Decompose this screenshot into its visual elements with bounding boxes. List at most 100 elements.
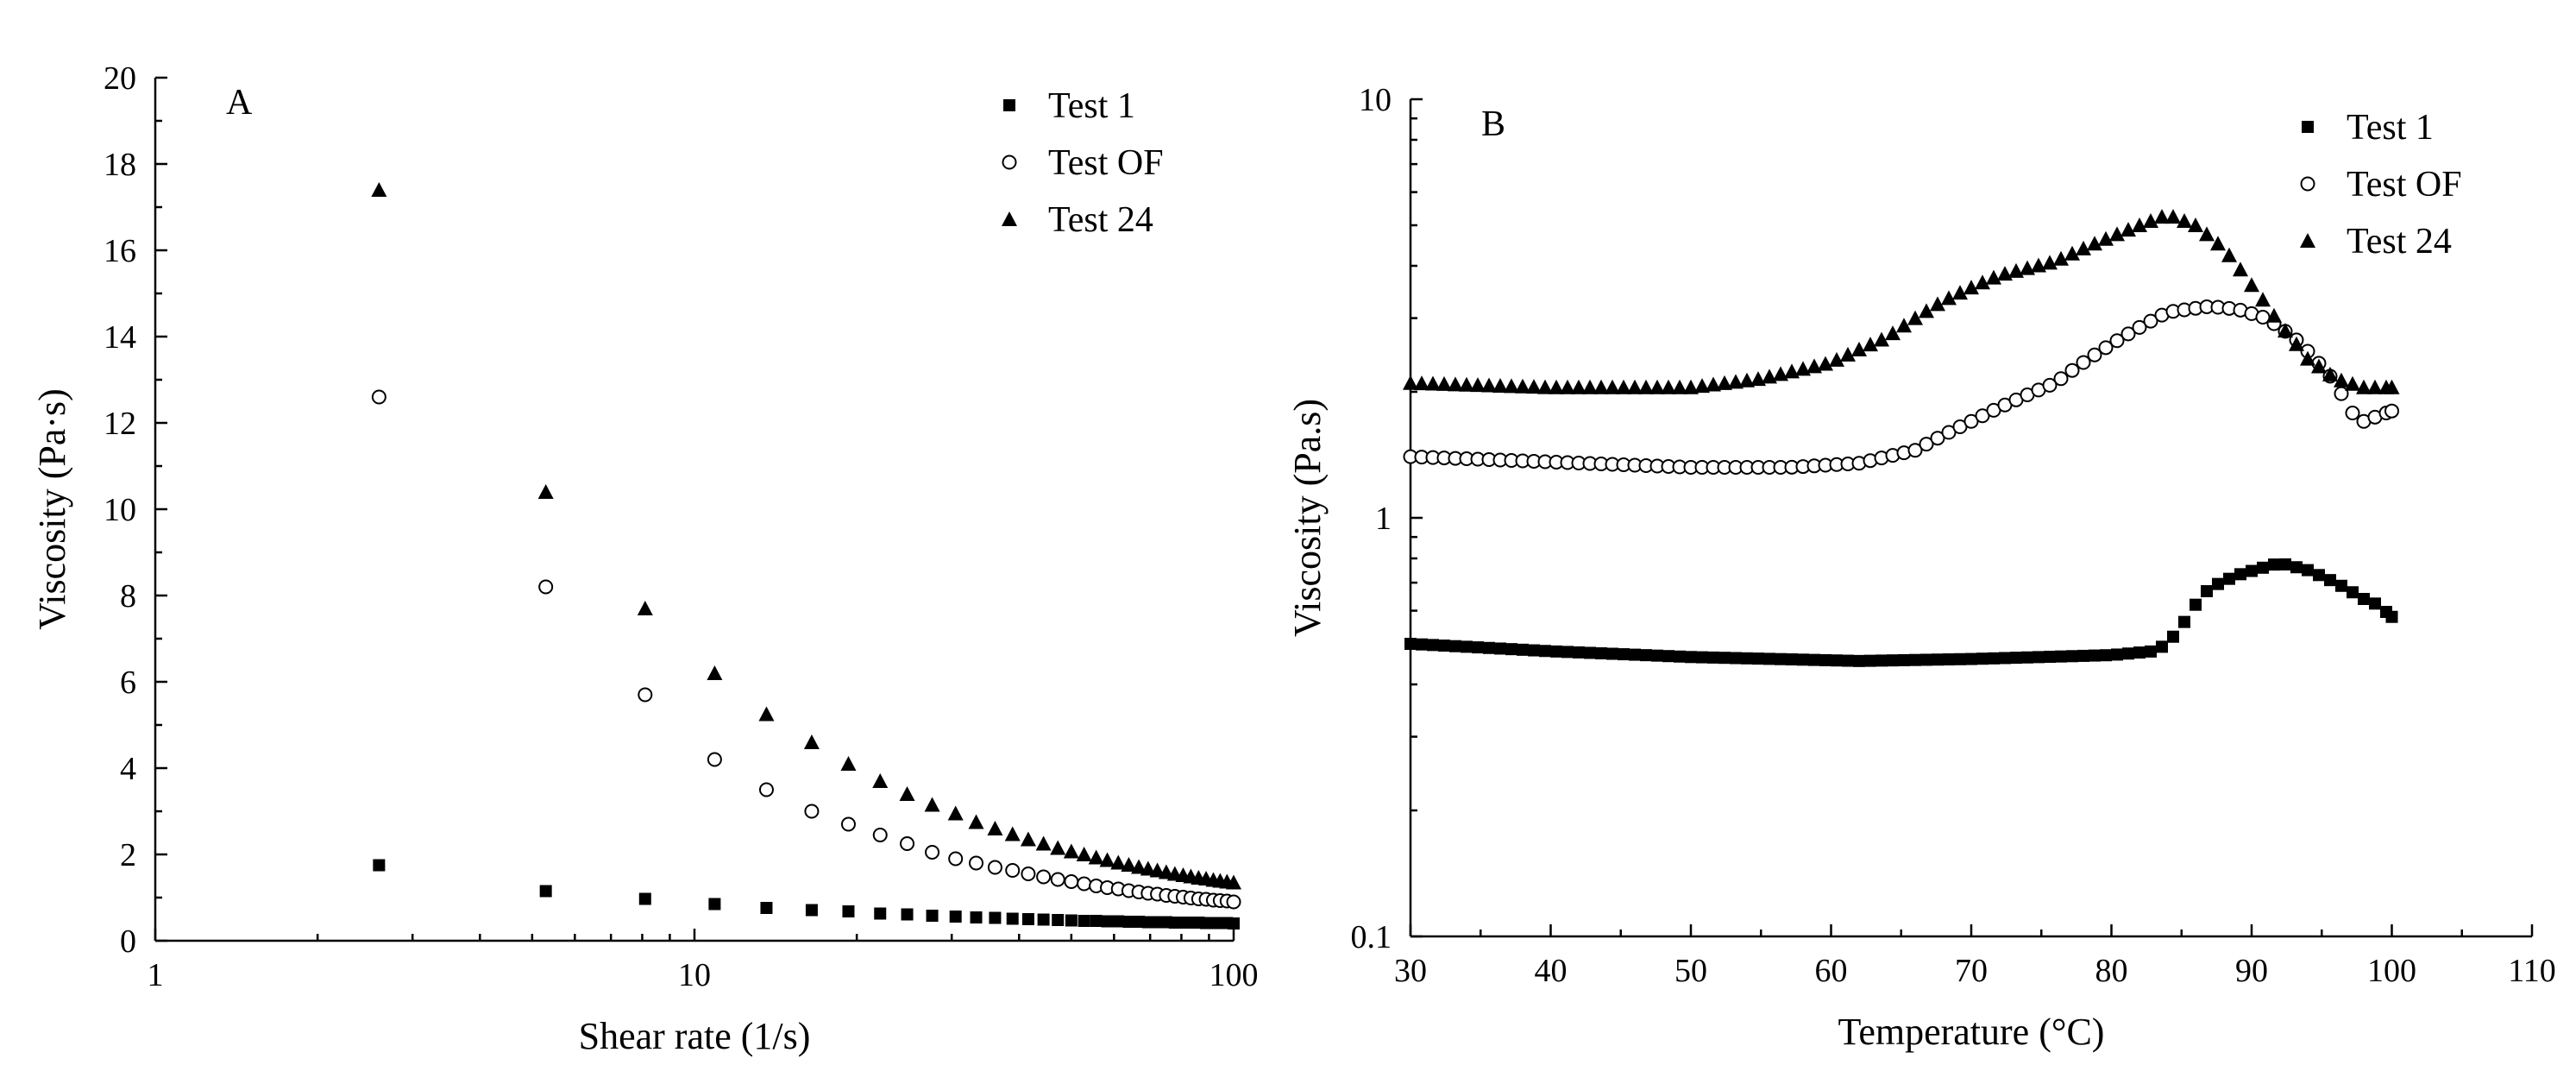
y-tick-label: 20: [104, 60, 136, 97]
data-point: [2190, 598, 2202, 611]
data-point: [1561, 646, 1574, 659]
data-point: [1448, 376, 1463, 392]
y-tick-label: 14: [104, 319, 136, 356]
data-point: [758, 782, 774, 797]
data-point: [1762, 369, 1777, 384]
data-point: [2278, 323, 2293, 338]
data-point: [1021, 913, 1034, 925]
x-axis-title: Temperature (°C): [1838, 1011, 2105, 1053]
y-axis-title: Viscosity (Pa.s): [1286, 399, 1329, 637]
legend-label: Test 24: [2347, 222, 2452, 262]
data-point: [1976, 652, 1989, 665]
data-point: [1887, 654, 1899, 667]
data-point: [1885, 325, 1901, 341]
x-tick-label: 110: [2508, 953, 2556, 989]
data-point: [1517, 643, 1529, 656]
data-point: [1941, 290, 1957, 306]
data-point: [968, 814, 984, 829]
legend-marker: [2300, 233, 2315, 248]
series-test-24: [371, 182, 1241, 890]
data-point: [1526, 379, 1542, 394]
x-tick-label: 50: [1674, 953, 1707, 989]
data-point: [2257, 561, 2269, 574]
data-point: [2345, 406, 2360, 421]
data-point: [2201, 584, 2213, 597]
data-point: [2324, 574, 2336, 587]
data-point: [2335, 579, 2347, 592]
data-point: [1088, 849, 1104, 865]
data-point: [1403, 375, 1418, 390]
data-point: [1101, 915, 1114, 928]
data-point: [2244, 277, 2259, 293]
data-point: [1638, 379, 1654, 394]
data-point: [1427, 639, 1439, 652]
data-point: [1988, 652, 2000, 665]
data-point: [1078, 915, 1090, 927]
data-point: [924, 797, 940, 812]
data-point: [1672, 379, 1687, 394]
data-point: [1919, 303, 1934, 318]
data-point: [1605, 379, 1620, 394]
data-point: [1005, 863, 1021, 878]
data-point: [1472, 641, 1484, 654]
data-point: [1090, 915, 1103, 927]
data-point: [1941, 425, 1957, 440]
data-point: [1606, 647, 1618, 660]
data-point: [2300, 350, 2315, 366]
data-point: [2167, 630, 2179, 643]
x-tick-label: 90: [2235, 953, 2268, 989]
x-tick-label: 70: [1955, 953, 1988, 989]
data-point: [1842, 654, 1854, 667]
data-point: [1006, 912, 1019, 925]
data-point: [1505, 643, 1517, 656]
legend-label: Test OF: [2347, 165, 2462, 205]
data-point: [1052, 914, 1065, 926]
data-point: [840, 816, 856, 832]
data-point: [637, 601, 653, 615]
data-point: [1920, 653, 1932, 666]
data-point: [805, 904, 818, 917]
data-point: [2223, 572, 2235, 585]
data-point: [2111, 648, 2123, 661]
data-point: [1651, 649, 1663, 662]
data-point: [2165, 209, 2181, 224]
data-point: [1997, 266, 2013, 281]
data-point: [1863, 337, 1878, 352]
data-point: [1907, 310, 1923, 325]
legend-marker: [1002, 154, 1017, 170]
data-point: [2109, 333, 2125, 349]
data-point: [874, 907, 887, 920]
data-point: [987, 821, 1003, 835]
data-point: [707, 752, 722, 767]
data-point: [2053, 250, 2069, 266]
data-point: [638, 892, 651, 905]
data-point: [2033, 651, 2045, 664]
data-point: [2347, 586, 2359, 599]
data-point: [1763, 652, 1775, 665]
data-point: [1494, 642, 1506, 655]
data-point: [1459, 376, 1474, 392]
data-point: [760, 902, 773, 914]
data-point: [1063, 843, 1079, 859]
data-point: [2053, 371, 2069, 387]
data-point: [2246, 564, 2258, 577]
data-point: [2010, 652, 2022, 665]
data-point: [2133, 646, 2146, 659]
y-tick-label: 2: [120, 837, 136, 873]
data-point: [2311, 358, 2327, 374]
data-point: [1149, 862, 1165, 878]
x-tick-label: 1: [148, 957, 164, 993]
data-point: [2145, 645, 2157, 658]
data-point: [2100, 649, 2112, 662]
data-point: [758, 706, 775, 722]
data-point: [1806, 358, 1822, 374]
data-point: [1898, 653, 1910, 666]
data-point: [2369, 597, 2381, 610]
y-tick-label: 6: [120, 665, 136, 701]
data-point: [1683, 379, 1699, 394]
legend-label: Test 1: [2347, 108, 2434, 148]
data-point: [1840, 346, 1856, 362]
data-point: [1537, 379, 1553, 394]
data-point: [2154, 209, 2170, 224]
